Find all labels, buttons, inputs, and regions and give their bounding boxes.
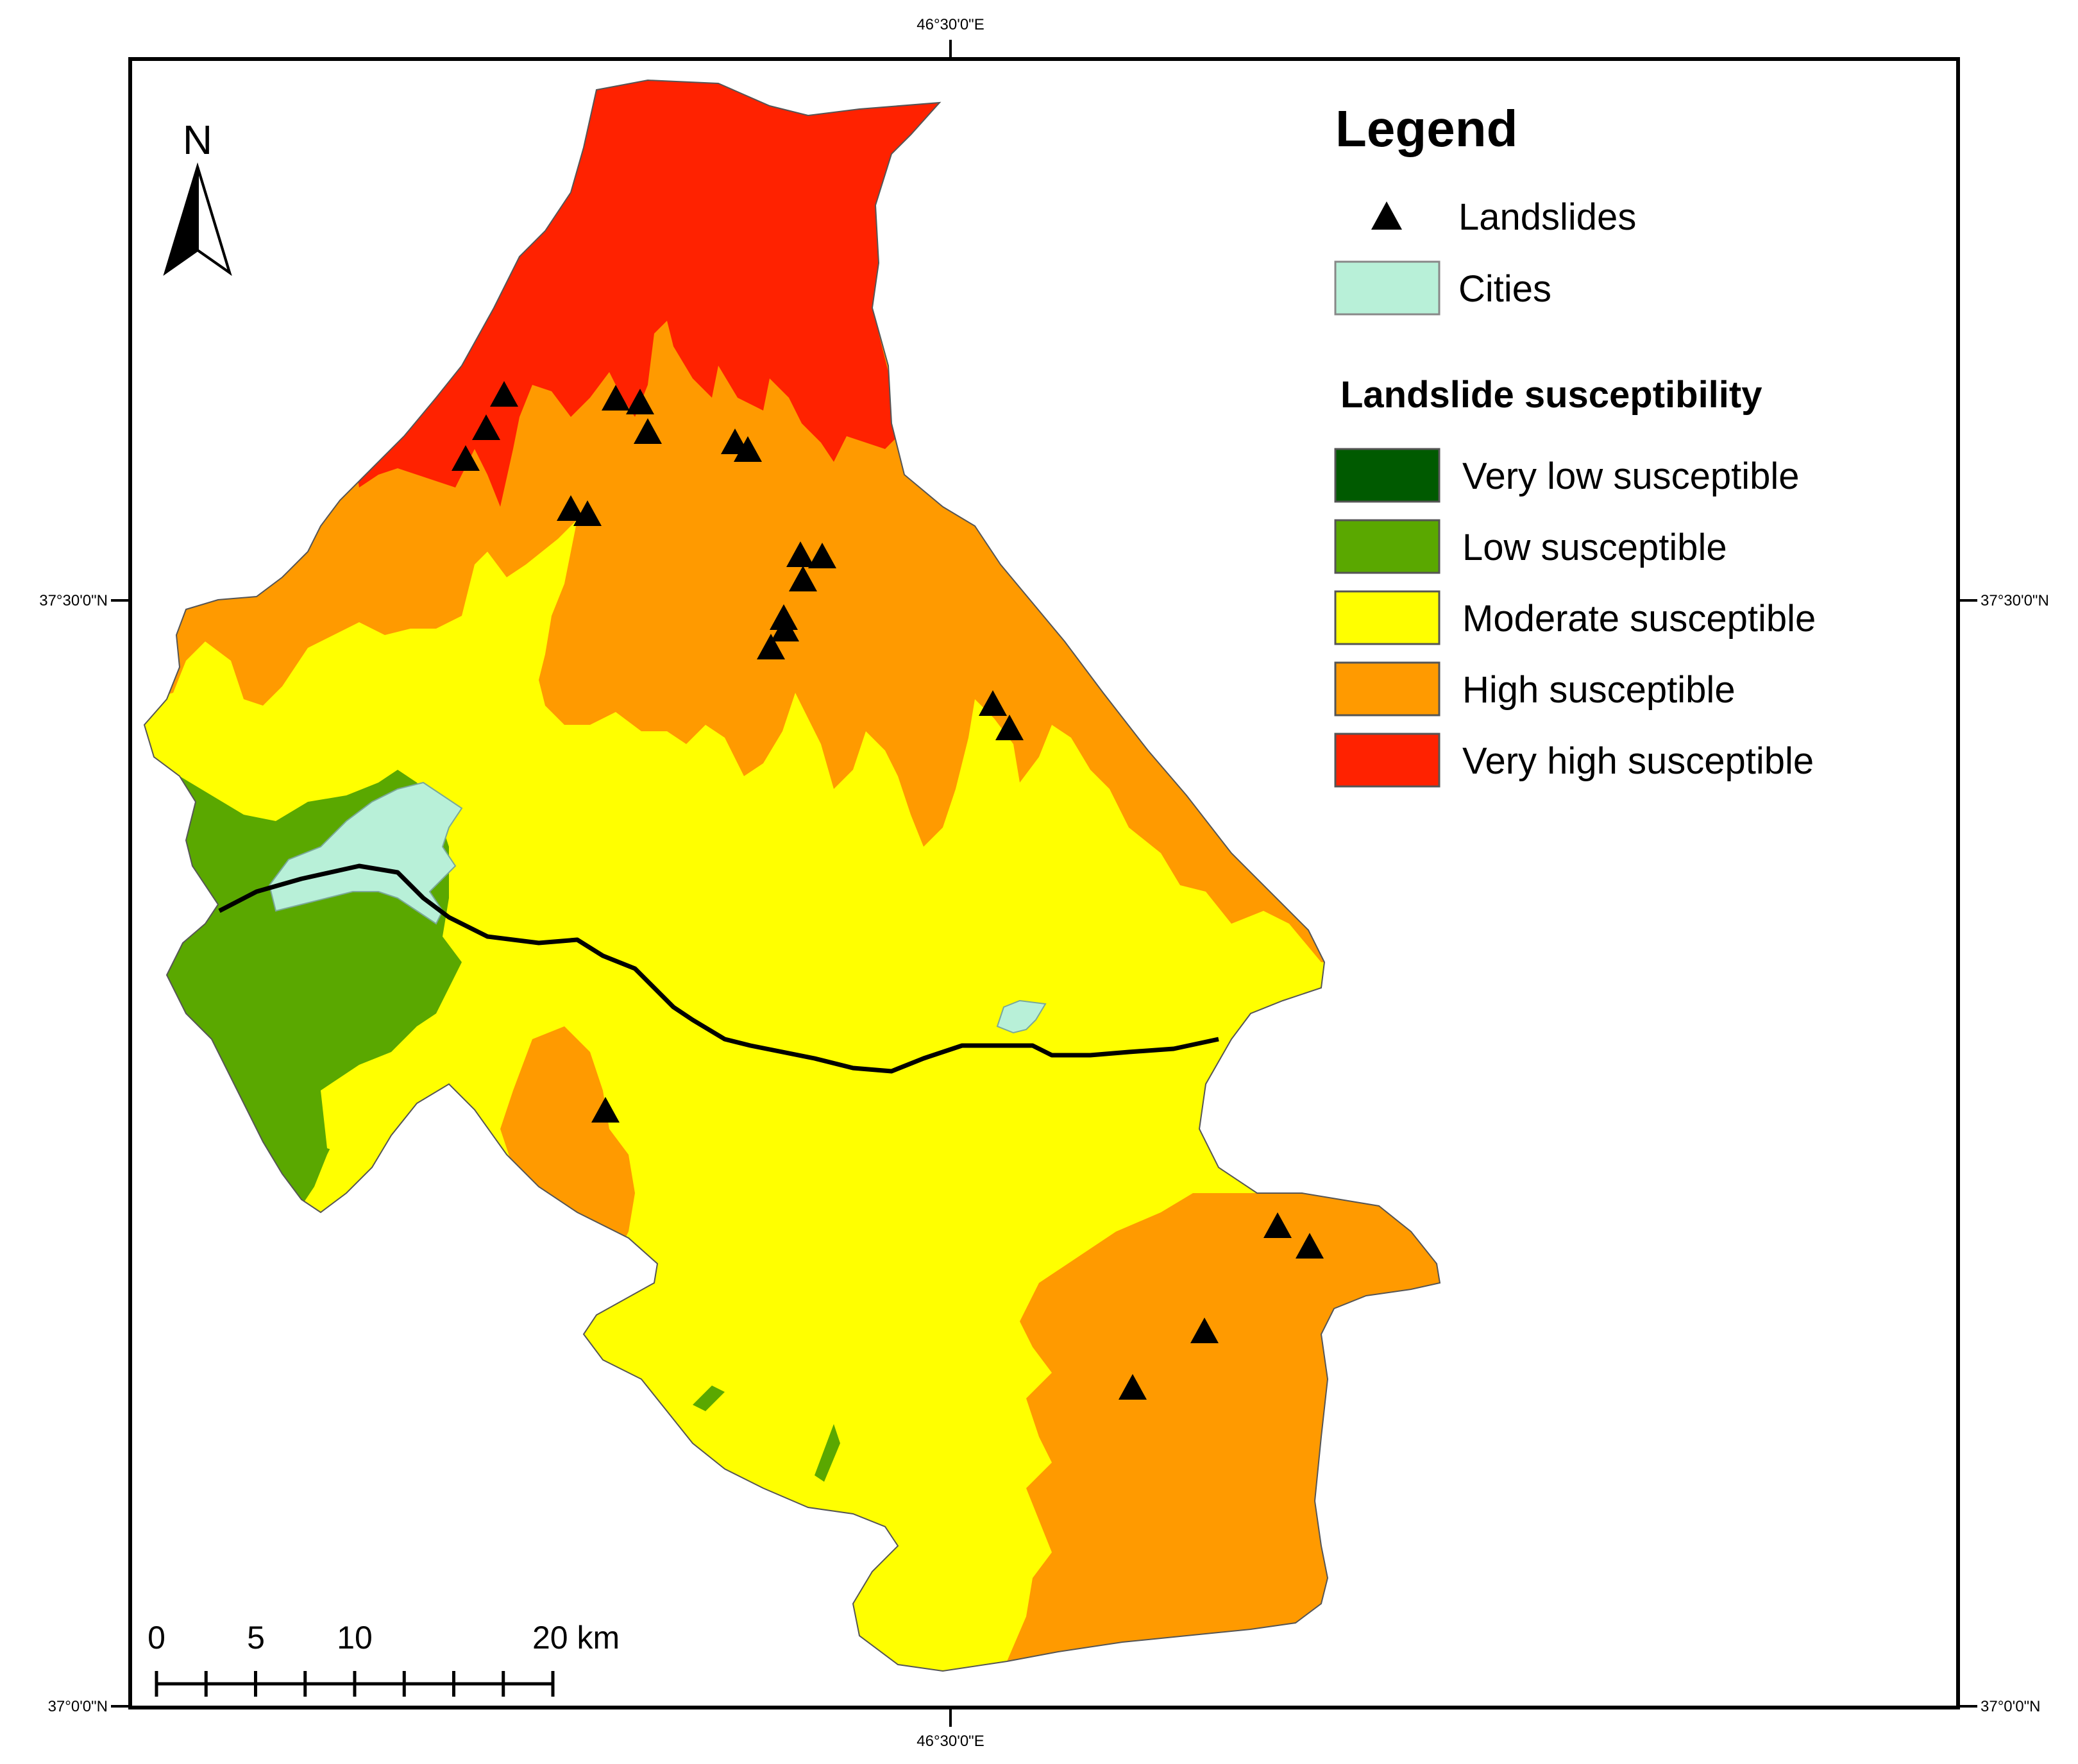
scale-ticks — [155, 1671, 555, 1697]
legend-swatch-3 — [1334, 661, 1440, 717]
scale-label-20km: 20 km — [532, 1620, 620, 1656]
north-arrow: N — [163, 117, 232, 276]
landslide-marker — [771, 616, 799, 641]
landslide-marker — [472, 414, 500, 440]
susceptibility-heading: Landslide susceptibility — [1340, 374, 1762, 416]
legend-swatch-2 — [1334, 590, 1440, 645]
right-bottom-latitude-label: 37°0'0"N — [1981, 1698, 2040, 1715]
top-longitude-label: 46°30'0"E — [917, 16, 984, 33]
road-line — [218, 863, 1219, 1074]
legend-title: Legend — [1335, 100, 1517, 157]
legend-label-0: Very low susceptible — [1462, 455, 1799, 497]
landslide-legend-icon — [1371, 201, 1402, 230]
right-mid-latitude-label: 37°30'0"N — [1981, 592, 2049, 609]
legend: Legend Landslides Cities Landslide susce… — [1334, 100, 1816, 788]
legend-swatch-0 — [1334, 448, 1440, 503]
landslides-legend-label: Landslides — [1458, 196, 1636, 238]
landslide-marker — [1190, 1318, 1219, 1343]
landslide-marker — [734, 436, 762, 462]
landslide-marker — [979, 690, 1007, 716]
cities-legend-swatch — [1334, 260, 1440, 316]
landslide-marker — [573, 500, 602, 526]
zone-high-southwest — [500, 1026, 635, 1257]
scale-label-5: 5 — [247, 1620, 265, 1656]
landslide-marker — [808, 543, 836, 568]
landslide-marker — [591, 1097, 620, 1123]
left-bottom-latitude-label: 37°0'0"N — [48, 1698, 108, 1715]
landslide-marker — [995, 715, 1024, 740]
landslide-marker — [1119, 1374, 1147, 1400]
landslide-marker — [602, 385, 630, 411]
landslide-marker — [789, 566, 817, 591]
legend-label-4: Very high susceptible — [1462, 740, 1814, 782]
north-arrow-icon — [163, 162, 232, 276]
landslide-marker — [557, 495, 585, 521]
landslide-marker — [1263, 1212, 1292, 1238]
landslide-marker — [786, 541, 815, 567]
landslide-marker — [757, 634, 785, 659]
legend-label-1: Low susceptible — [1462, 527, 1727, 568]
landslide-marker — [721, 428, 749, 454]
north-label: N — [183, 117, 212, 163]
landslide-marker — [452, 445, 480, 471]
landslide-marker — [634, 418, 662, 444]
landslide-marker — [1296, 1233, 1324, 1259]
landslide-marker — [770, 604, 798, 630]
scale-label-10: 10 — [337, 1620, 373, 1656]
legend-swatch-4 — [1334, 733, 1440, 788]
legend-label-2: Moderate susceptible — [1462, 598, 1816, 640]
left-mid-latitude-label: 37°30'0"N — [39, 592, 108, 609]
landslide-marker — [490, 381, 518, 407]
bottom-longitude-label: 46°30'0"E — [917, 1733, 984, 1750]
landslides-layer — [452, 381, 1324, 1400]
zone-low-sliver-2 — [815, 1424, 840, 1482]
scale-label-0: 0 — [148, 1620, 165, 1656]
city-central — [996, 999, 1047, 1034]
landslide-marker — [626, 389, 654, 414]
legend-swatch-1 — [1334, 519, 1440, 574]
scale-bar: 0 5 10 20 km — [148, 1620, 620, 1697]
zone-low-sliver-1 — [693, 1386, 725, 1411]
cities-legend-label: Cities — [1458, 268, 1551, 310]
zone-moderate-island — [321, 1013, 462, 1155]
legend-classes: Very low susceptible Low susceptible Moder… — [1334, 448, 1816, 788]
legend-label-3: High susceptible — [1462, 669, 1736, 711]
